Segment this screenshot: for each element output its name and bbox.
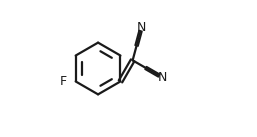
- Text: N: N: [137, 21, 146, 34]
- Text: N: N: [158, 71, 167, 84]
- Text: F: F: [60, 75, 67, 88]
